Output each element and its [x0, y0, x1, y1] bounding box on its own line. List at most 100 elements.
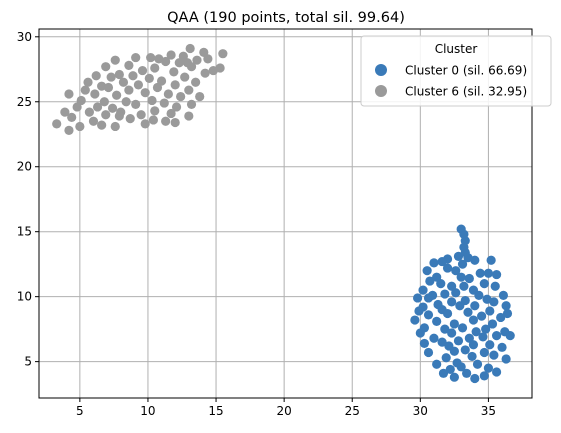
data-point-series-0 [441, 353, 451, 363]
data-points [52, 43, 515, 384]
data-point-series-1 [174, 58, 184, 68]
y-tick-label: 25 [17, 95, 32, 109]
data-point-series-0 [442, 263, 453, 273]
data-point-series-0 [457, 259, 468, 269]
data-point-series-1 [99, 97, 109, 107]
data-point-series-1 [180, 72, 190, 82]
data-point-series-0 [440, 324, 450, 334]
data-point-series-1 [150, 63, 160, 73]
data-point-series-1 [90, 89, 100, 99]
data-point-series-0 [479, 279, 489, 289]
data-point-series-0 [429, 333, 439, 343]
data-point-series-0 [456, 272, 466, 282]
data-point-series-0 [414, 306, 424, 316]
data-point-series-1 [146, 52, 156, 63]
data-point-series-0 [498, 290, 509, 300]
data-point-series-0 [486, 255, 496, 265]
data-point-series-0 [491, 367, 502, 377]
data-point-series-0 [429, 258, 439, 268]
data-point-series-1 [200, 68, 210, 78]
data-point-series-1 [83, 77, 93, 87]
data-point-series-0 [490, 281, 500, 291]
data-point-series-0 [449, 372, 459, 382]
data-point-series-1 [148, 115, 158, 125]
data-point-series-0 [451, 288, 461, 298]
plot-frame [38, 28, 533, 399]
data-point-series-1 [131, 52, 141, 63]
x-tick-label: 35 [481, 404, 496, 418]
data-point-series-1 [176, 91, 186, 102]
data-point-series-1 [185, 43, 195, 54]
data-point-series-1 [131, 99, 141, 109]
data-point-series-0 [485, 340, 495, 350]
data-point-series-1 [152, 82, 163, 93]
data-point-series-0 [418, 285, 428, 295]
data-point-series-0 [410, 315, 420, 325]
data-point-series-1 [110, 121, 120, 132]
data-point-series-1 [195, 91, 205, 102]
data-point-series-0 [460, 345, 470, 355]
data-point-series-0 [477, 311, 487, 321]
y-tick-label: 20 [17, 160, 32, 174]
data-point-series-0 [423, 347, 434, 358]
data-point-series-0 [502, 308, 513, 319]
data-point-series-1 [107, 103, 118, 113]
data-point-series-1 [140, 88, 150, 98]
data-point-series-1 [60, 107, 70, 117]
data-point-series-1 [133, 80, 144, 90]
y-tick-label: 30 [17, 30, 32, 44]
data-point-series-1 [67, 112, 77, 122]
data-point-series-1 [140, 119, 150, 129]
data-point-series-0 [467, 351, 477, 362]
data-point-series-1 [97, 81, 107, 91]
data-point-series-1 [170, 80, 180, 90]
data-point-series-0 [438, 368, 449, 378]
data-point-series-0 [425, 276, 435, 286]
data-point-series-1 [80, 85, 90, 95]
data-point-series-0 [501, 301, 511, 311]
x-tick-label: 20 [276, 404, 291, 418]
data-point-series-1 [150, 106, 160, 116]
data-point-series-1 [110, 55, 120, 65]
data-point-series-0 [470, 255, 480, 265]
y-tick-label: 10 [17, 290, 32, 304]
x-tick-label: 5 [76, 404, 84, 418]
legend-title: Cluster [435, 42, 478, 56]
legend-label-cluster-6: Cluster 6 (sil. 32.95) [405, 85, 527, 99]
data-point-series-1 [218, 49, 228, 59]
data-point-series-1 [191, 77, 201, 87]
data-point-series-1 [186, 99, 197, 109]
data-point-series-0 [501, 354, 511, 364]
data-point-series-0 [470, 301, 480, 311]
data-point-series-0 [463, 307, 473, 317]
data-point-series-1 [137, 65, 148, 76]
data-point-series-1 [169, 67, 179, 77]
data-point-series-1 [166, 108, 176, 119]
data-point-series-0 [456, 362, 466, 372]
data-point-series-0 [432, 359, 442, 369]
data-point-series-0 [415, 328, 425, 338]
data-point-series-0 [485, 306, 495, 316]
data-point-series-1 [91, 71, 101, 81]
data-point-series-0 [491, 331, 502, 341]
data-point-series-1 [161, 56, 171, 67]
legend: Cluster Cluster 0 (sil. 66.69) Cluster 6… [360, 35, 552, 107]
data-point-series-1 [121, 97, 131, 107]
data-point-series-0 [472, 359, 483, 369]
data-point-series-0 [423, 310, 434, 320]
data-point-series-0 [491, 269, 502, 280]
data-point-series-0 [432, 316, 442, 326]
data-point-series-0 [470, 373, 480, 384]
data-point-series-0 [468, 315, 479, 325]
data-point-series-1 [136, 110, 146, 120]
legend-label-cluster-0: Cluster 0 (sil. 66.69) [405, 64, 527, 78]
axis-ticks: 5 10 15 20 25 30 35 5 10 15 20 25 30 [17, 30, 496, 418]
chart-title: QAA (190 points, total sil. 99.64) [167, 10, 405, 26]
data-point-series-0 [451, 266, 461, 276]
y-tick-label: 15 [17, 225, 32, 239]
data-point-series-0 [413, 293, 423, 303]
data-point-series-1 [184, 85, 194, 95]
data-point-series-0 [505, 331, 515, 341]
data-point-series-1 [106, 72, 116, 82]
